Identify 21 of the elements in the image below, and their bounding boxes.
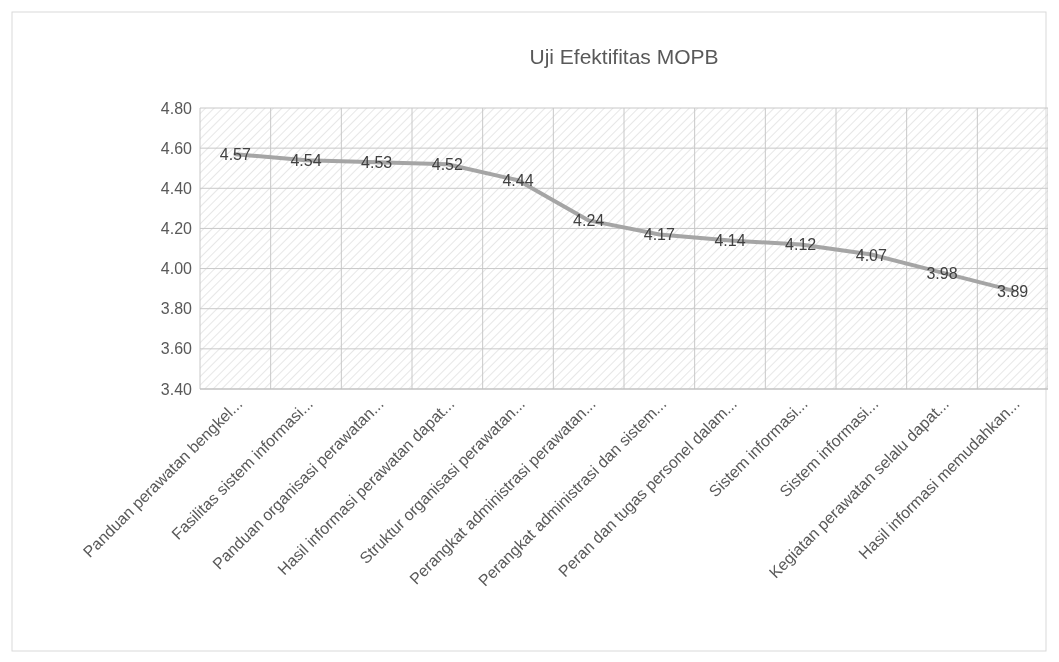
data-label: 4.52 — [431, 156, 464, 174]
y-tick-label: 3.60 — [160, 340, 193, 358]
data-label: 4.07 — [855, 246, 888, 264]
data-label: 4.57 — [219, 146, 252, 164]
y-tick-label: 3.80 — [160, 300, 193, 318]
y-tick-label: 4.40 — [160, 179, 193, 197]
data-label: 4.24 — [573, 212, 605, 230]
data-label: 4.12 — [785, 236, 817, 254]
data-label: 3.98 — [926, 264, 958, 282]
y-tick-label: 4.60 — [160, 139, 193, 157]
data-label: 4.53 — [361, 154, 393, 172]
y-tick-label: 4.80 — [160, 99, 193, 117]
y-tick-label: 4.20 — [160, 220, 193, 238]
data-label: 4.17 — [643, 226, 676, 244]
chart-title: Uji Efektifitas MOPB — [529, 45, 719, 68]
y-tick-label: 3.40 — [160, 380, 193, 398]
data-label: 4.14 — [714, 232, 746, 250]
data-label: 4.44 — [502, 172, 534, 190]
y-tick-label: 4.00 — [160, 260, 193, 278]
data-label: 3.89 — [997, 282, 1029, 300]
data-label: 4.54 — [290, 152, 322, 170]
